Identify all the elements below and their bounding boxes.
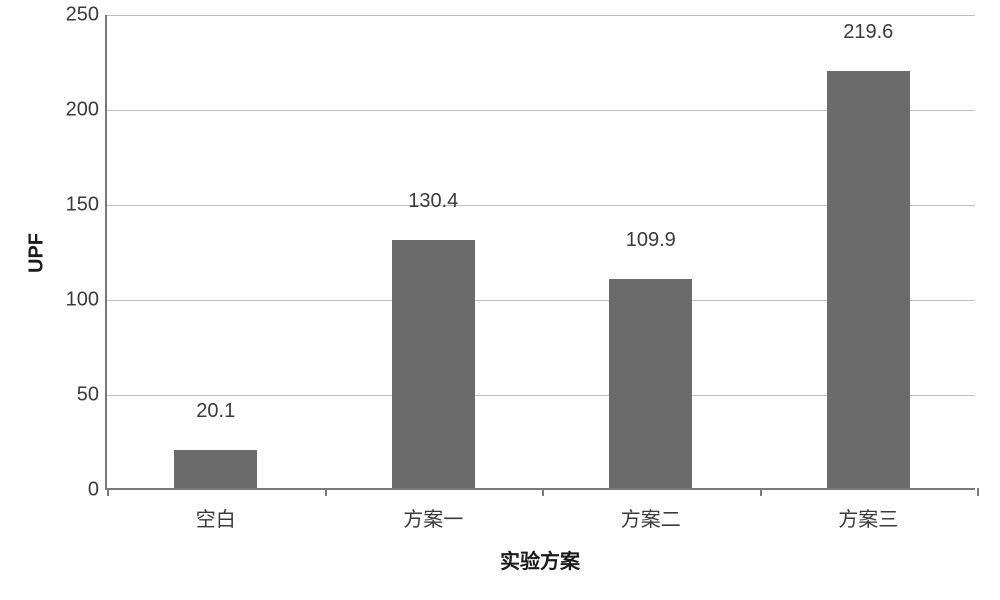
ytick-label: 150 — [66, 194, 99, 217]
xtick-mark — [325, 488, 327, 496]
ytick-label: 200 — [66, 99, 99, 122]
xtick-label: 方案二 — [621, 503, 681, 532]
bar-value-label: 109.9 — [626, 229, 676, 252]
bar — [609, 279, 692, 488]
plot-area: 05010015020025020.1空白130.4方案一109.9方案二219… — [105, 15, 975, 490]
xtick-label: 空白 — [196, 503, 236, 532]
xtick-mark — [107, 488, 109, 496]
xtick-label: 方案一 — [403, 503, 463, 532]
xtick-label: 方案三 — [838, 503, 898, 532]
ytick-label: 50 — [77, 384, 99, 407]
bar — [392, 240, 475, 488]
xtick-mark — [760, 488, 762, 496]
chart-container: UPF 实验方案 05010015020025020.1空白130.4方案一10… — [0, 0, 1000, 600]
ytick-label: 250 — [66, 4, 99, 27]
bar — [174, 450, 257, 488]
xtick-mark — [977, 488, 979, 496]
ytick-label: 0 — [88, 479, 99, 502]
bar-value-label: 219.6 — [843, 21, 893, 44]
bar — [827, 71, 910, 488]
ytick-label: 100 — [66, 289, 99, 312]
bar-value-label: 130.4 — [408, 190, 458, 213]
bar-value-label: 20.1 — [196, 400, 235, 423]
x-axis-title: 实验方案 — [500, 545, 580, 574]
gridline — [107, 15, 975, 16]
xtick-mark — [542, 488, 544, 496]
y-axis-title: UPF — [26, 233, 49, 273]
